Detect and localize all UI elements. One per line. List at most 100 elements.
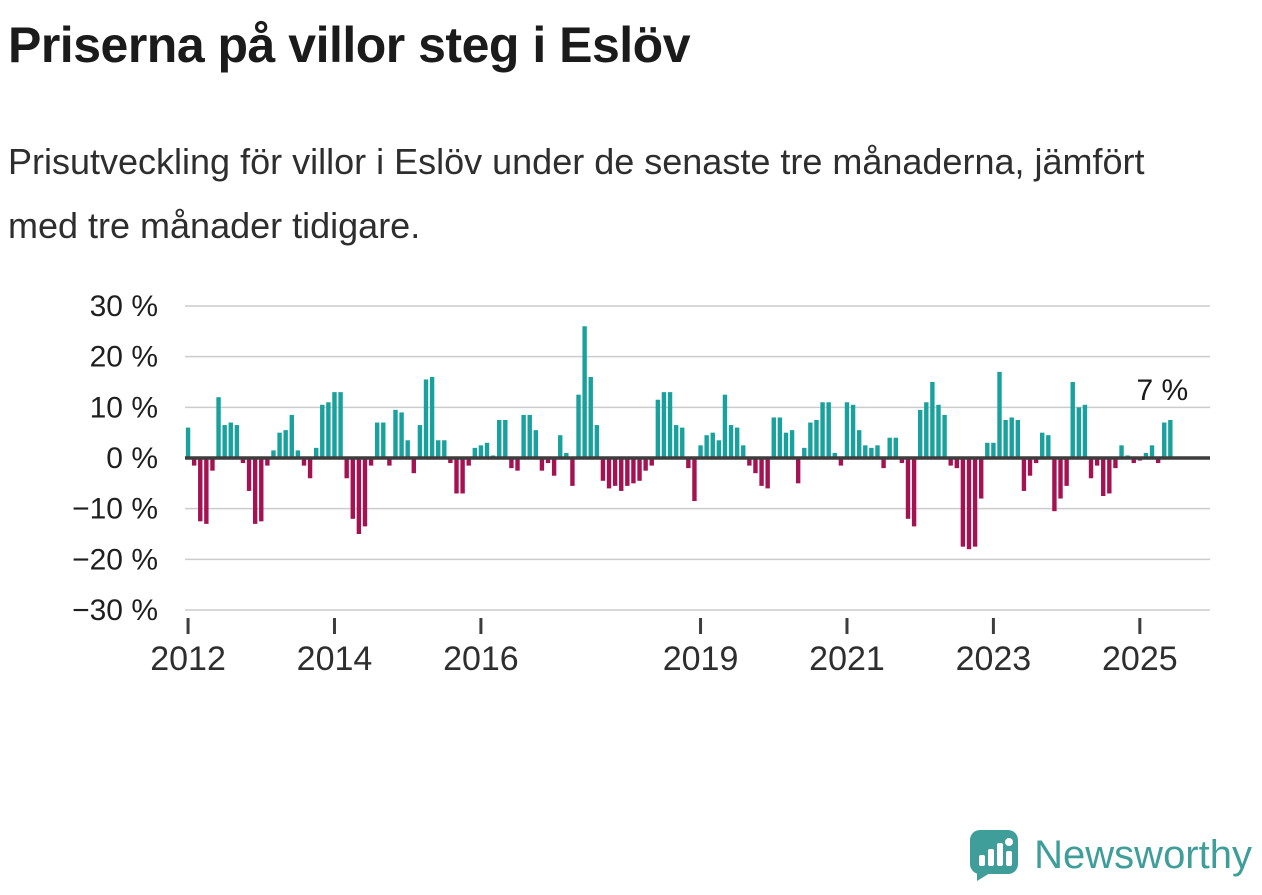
bar [863,445,868,459]
bar [399,412,404,459]
bar [1143,453,1149,459]
bar [942,415,947,459]
bar [436,440,441,459]
bar [966,458,972,550]
bar [198,458,203,522]
bar [246,458,252,492]
bar [600,458,606,481]
bar [551,458,557,476]
bar [1033,458,1039,464]
bar [673,425,679,459]
chart-title: Priserna på villor steg i Eslöv [8,17,691,73]
bar [570,458,575,487]
bar [564,453,569,459]
bar [875,445,880,459]
bar [814,420,819,459]
bar [484,442,490,459]
bar [795,458,801,484]
bar [594,425,600,459]
bar [997,372,1002,459]
bar [826,402,831,459]
bar [832,453,837,459]
bar [759,458,764,487]
bar [191,458,197,466]
bar [271,450,276,459]
bar [411,458,416,474]
chart-subtitle: Prisutveckling för villor i Eslöv under … [8,141,1145,247]
bar [771,417,776,459]
bar [722,394,728,459]
bar [747,458,752,466]
bar [374,422,380,459]
bar [1155,458,1161,464]
bar [387,458,392,466]
bar [429,377,435,459]
bar [448,458,453,464]
price-bar-chart: 30 % 20 % 10 % 0 % −10 % −20 % −30 % 2012 2014 20… [72,290,1210,678]
bar [698,445,703,459]
x-axis-label: 2019 [663,640,739,678]
bar [716,440,722,459]
bar [991,442,996,459]
bar [472,448,478,459]
bar [1101,458,1106,497]
chart-area: 30 % 20 % 10 % 0 % −10 % −20 % −30 % 2012 2014 20… [0,276,1262,686]
x-axis-label: 2021 [809,640,885,678]
last-value-label: 7 % [1136,374,1188,407]
bar [1040,432,1045,459]
bar [985,442,990,459]
bar [277,432,282,459]
bar [295,450,301,459]
bar [606,458,612,489]
bar [539,458,545,471]
bar [222,425,227,459]
bar [234,425,240,459]
bar [1168,420,1173,459]
bar [710,432,715,459]
newsworthy-wordmark: Newsworthy [1034,832,1252,877]
bar [1162,422,1167,459]
x-axis-label: 2014 [297,640,373,678]
bar [765,458,770,489]
bar [777,417,783,459]
bar [338,392,343,459]
y-axis-label: 30 % [90,290,158,323]
bar [619,458,624,492]
newsworthy-logo-icon [970,830,1019,881]
bar [1107,458,1112,494]
bar [204,458,209,525]
bar [734,427,740,459]
bar [454,458,459,494]
y-axis-label: 10 % [90,391,158,424]
bar [753,458,758,474]
bar [332,392,337,459]
bar [655,399,661,459]
bar [497,420,502,459]
bar [643,458,648,471]
bar [478,445,484,459]
bar [802,448,807,459]
bar [558,435,563,459]
bar [631,458,636,484]
bar [741,445,746,459]
bar [466,458,471,466]
bar [661,392,667,459]
x-axis-label: 2016 [443,640,519,678]
bar [838,458,844,466]
bar [954,458,959,469]
bar [1058,458,1063,499]
bar [362,458,368,527]
bar [979,458,984,499]
bar [905,458,911,519]
bar [313,448,319,459]
bar [1046,435,1051,459]
bar [1088,458,1094,479]
bar [612,458,618,487]
y-axis-label: −20 % [72,543,158,576]
bar [1027,458,1033,476]
bar [1082,404,1088,459]
x-axis-label: 2023 [956,640,1032,678]
y-axis-label: −30 % [72,594,158,627]
bar [509,458,514,469]
bar [972,458,978,547]
